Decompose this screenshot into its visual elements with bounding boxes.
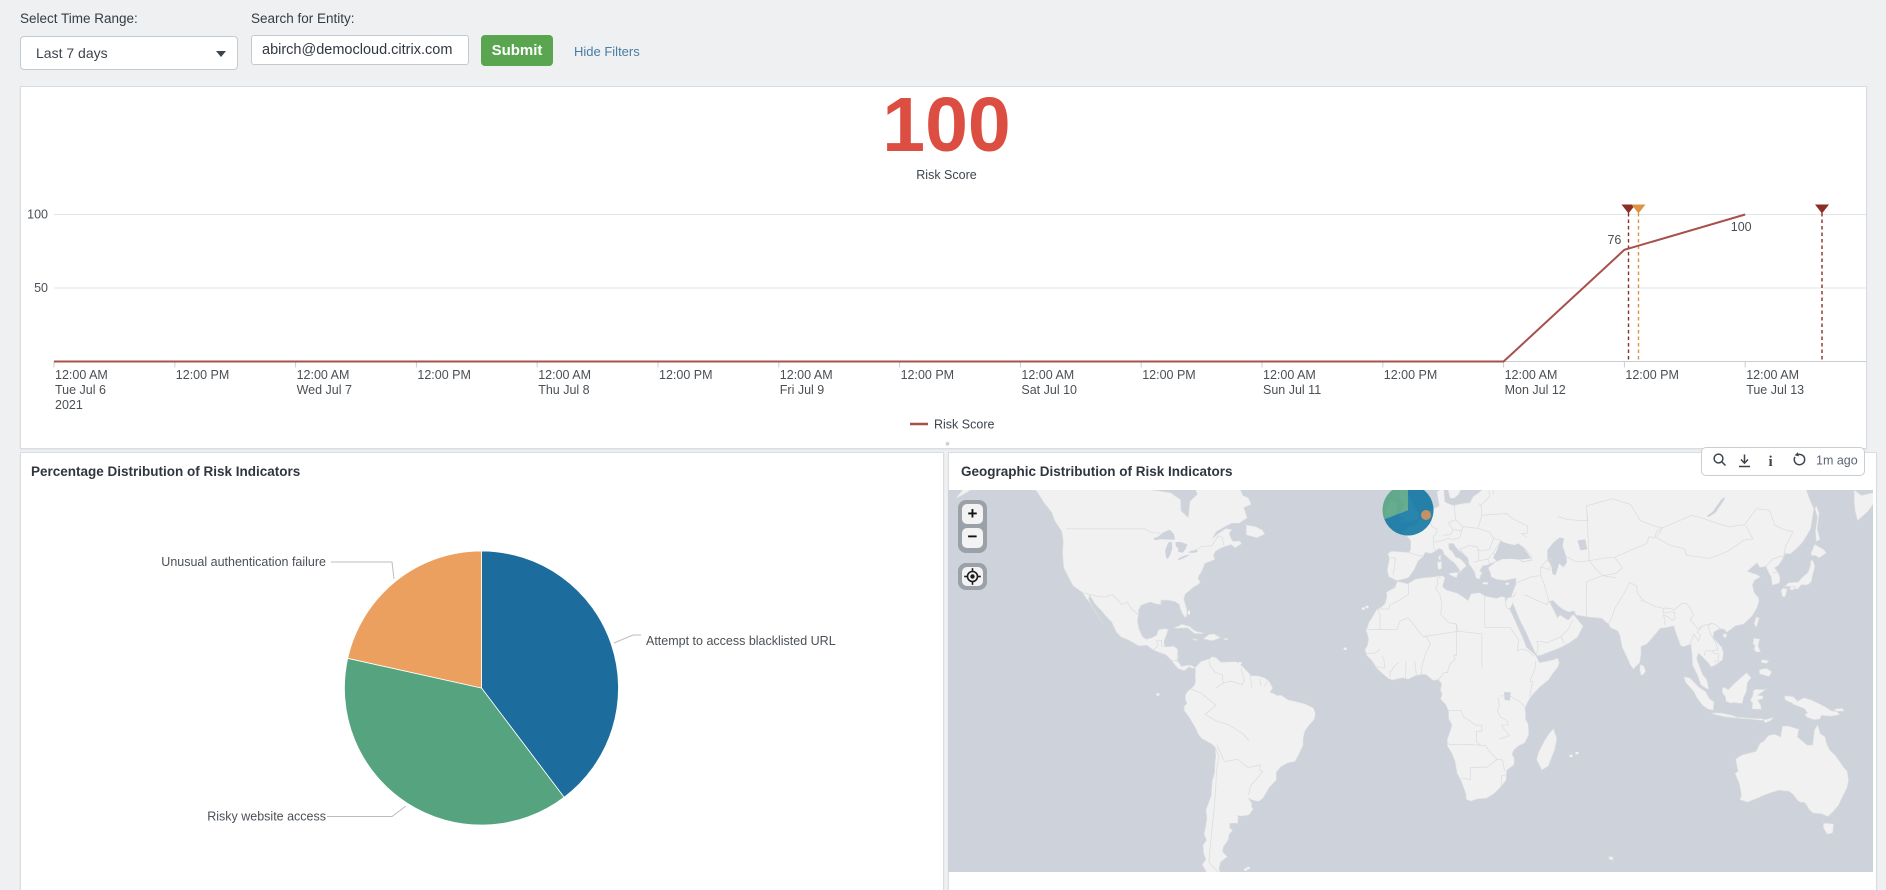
svg-text:Fri Jul 9: Fri Jul 9 <box>780 383 825 397</box>
svg-text:12:00 PM: 12:00 PM <box>1625 368 1679 382</box>
svg-text:12:00 PM: 12:00 PM <box>417 368 471 382</box>
svg-text:12:00 PM: 12:00 PM <box>901 368 955 382</box>
svg-text:Risky website access: Risky website access <box>207 810 326 824</box>
svg-text:Risk Score: Risk Score <box>934 418 994 432</box>
svg-text:1m ago: 1m ago <box>1816 454 1858 468</box>
svg-text:12:00 PM: 12:00 PM <box>1384 368 1438 382</box>
svg-text:12:00 AM: 12:00 AM <box>1021 368 1074 382</box>
svg-text:Unusual authentication failure: Unusual authentication failure <box>161 555 326 569</box>
svg-text:12:00 PM: 12:00 PM <box>659 368 713 382</box>
svg-text:2021: 2021 <box>55 398 83 412</box>
svg-text:Sun Jul 11: Sun Jul 11 <box>1263 383 1321 397</box>
svg-text:Thu Jul 8: Thu Jul 8 <box>538 383 589 397</box>
svg-text:Mon Jul 12: Mon Jul 12 <box>1505 383 1566 397</box>
svg-text:Tue Jul 13: Tue Jul 13 <box>1746 383 1804 397</box>
svg-text:12:00 AM: 12:00 AM <box>1505 368 1558 382</box>
svg-text:12:00 AM: 12:00 AM <box>780 368 833 382</box>
svg-text:i: i <box>1769 454 1773 470</box>
svg-text:Attempt to access blacklisted: Attempt to access blacklisted URL <box>646 634 836 648</box>
svg-text:100: 100 <box>27 208 48 222</box>
svg-text:12:00 PM: 12:00 PM <box>1142 368 1196 382</box>
svg-text:12:00 PM: 12:00 PM <box>176 368 230 382</box>
svg-text:Wed Jul 7: Wed Jul 7 <box>297 383 352 397</box>
svg-text:100: 100 <box>1731 220 1752 234</box>
svg-text:12:00 AM: 12:00 AM <box>538 368 591 382</box>
svg-text:Sat Jul 10: Sat Jul 10 <box>1021 383 1077 397</box>
svg-text:Tue Jul 6: Tue Jul 6 <box>55 383 106 397</box>
svg-text:12:00 AM: 12:00 AM <box>297 368 350 382</box>
svg-text:76: 76 <box>1607 233 1621 247</box>
svg-text:12:00 AM: 12:00 AM <box>55 368 108 382</box>
svg-text:12:00 AM: 12:00 AM <box>1263 368 1316 382</box>
svg-text:12:00 AM: 12:00 AM <box>1746 368 1799 382</box>
svg-text:50: 50 <box>34 281 48 295</box>
